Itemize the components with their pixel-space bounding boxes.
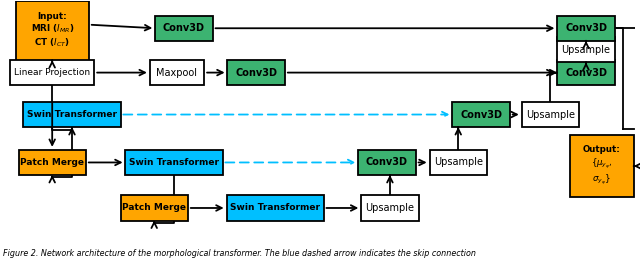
Text: Conv3D: Conv3D [236, 68, 277, 78]
Text: Conv3D: Conv3D [366, 157, 408, 167]
FancyBboxPatch shape [522, 102, 579, 127]
FancyBboxPatch shape [429, 150, 487, 175]
Text: Swin Transformer: Swin Transformer [129, 158, 219, 167]
FancyBboxPatch shape [557, 37, 615, 62]
Text: Swin Transformer: Swin Transformer [230, 204, 320, 213]
Text: Figure 2. Network architecture of the morphological transformer. The blue dashed: Figure 2. Network architecture of the mo… [3, 249, 476, 258]
Text: Upsample: Upsample [365, 203, 415, 213]
Text: Conv3D: Conv3D [565, 23, 607, 33]
FancyBboxPatch shape [120, 195, 188, 220]
Text: Upsample: Upsample [526, 109, 575, 120]
FancyBboxPatch shape [15, 1, 89, 61]
Text: Linear Projection: Linear Projection [14, 68, 90, 77]
Text: Upsample: Upsample [561, 45, 611, 55]
FancyBboxPatch shape [125, 150, 223, 175]
Text: Conv3D: Conv3D [565, 68, 607, 78]
Text: Output:
$\{\mu_{y_{\varphi}},$
$\sigma_{y_{\varphi}}\}$: Output: $\{\mu_{y_{\varphi}},$ $\sigma_{… [583, 145, 621, 187]
Text: Conv3D: Conv3D [460, 109, 502, 120]
Text: Maxpool: Maxpool [157, 68, 198, 78]
FancyBboxPatch shape [557, 60, 615, 85]
Text: Upsample: Upsample [434, 157, 483, 167]
Text: Input:
MRI ($I_{MR}$)
CT ($I_{CT}$): Input: MRI ($I_{MR}$) CT ($I_{CT}$) [31, 12, 74, 50]
Text: Conv3D: Conv3D [163, 23, 205, 33]
FancyBboxPatch shape [361, 195, 419, 220]
FancyBboxPatch shape [227, 195, 324, 220]
FancyBboxPatch shape [19, 150, 86, 175]
FancyBboxPatch shape [155, 16, 212, 41]
FancyBboxPatch shape [570, 135, 634, 197]
FancyBboxPatch shape [227, 60, 285, 85]
Text: Patch Merge: Patch Merge [122, 204, 186, 213]
FancyBboxPatch shape [557, 16, 615, 41]
FancyBboxPatch shape [452, 102, 509, 127]
FancyBboxPatch shape [358, 150, 415, 175]
FancyBboxPatch shape [10, 60, 94, 85]
FancyBboxPatch shape [150, 60, 204, 85]
Text: Swin Transformer: Swin Transformer [27, 110, 117, 119]
FancyBboxPatch shape [24, 102, 120, 127]
Text: Patch Merge: Patch Merge [20, 158, 84, 167]
